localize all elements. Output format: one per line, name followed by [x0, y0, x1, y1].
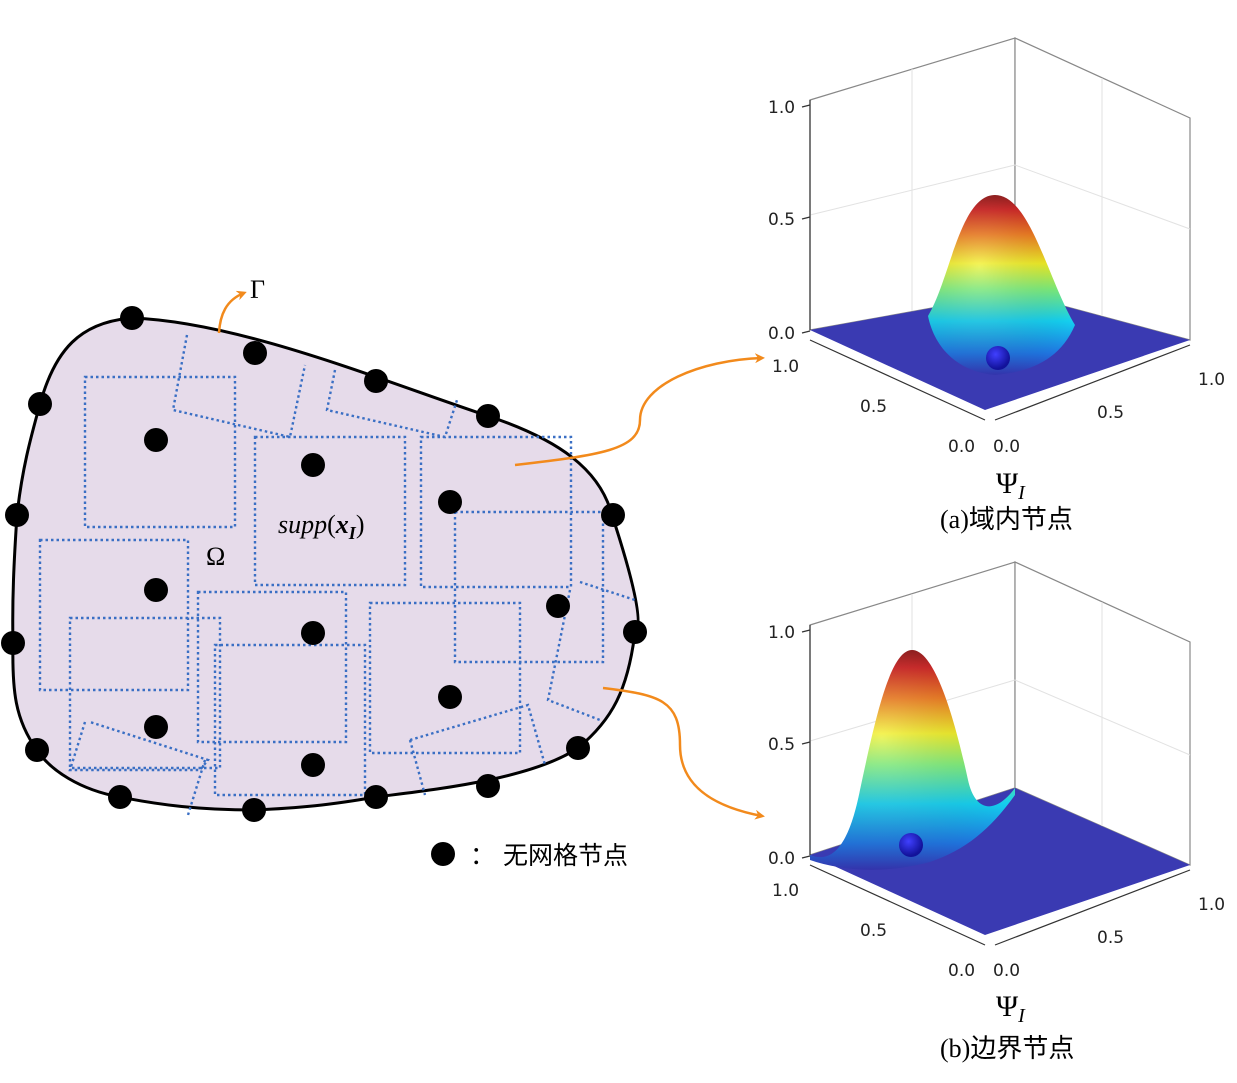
support-square — [171, 334, 307, 439]
support-label: supp(xI) — [278, 510, 364, 543]
function-label: ΨI — [996, 467, 1026, 504]
node — [566, 736, 590, 760]
node — [144, 715, 168, 739]
node — [438, 685, 462, 709]
z-tick: 0.0 — [768, 324, 795, 344]
support-square — [368, 601, 522, 755]
support-square — [213, 643, 367, 797]
x-tick: 0.5 — [1097, 403, 1124, 423]
support-square — [186, 759, 207, 816]
domain-symbol: Ω — [206, 542, 225, 571]
x-tick: 0.0 — [993, 437, 1020, 457]
support-square — [579, 580, 636, 602]
support-domains — [38, 334, 636, 816]
x-tick: 1.0 — [1198, 895, 1225, 915]
node — [28, 392, 52, 416]
node — [301, 621, 325, 645]
plot-b: 1.0 0.5 0.0 1.0 0.5 0.0 0.0 0.5 1.0 ΨI (… — [768, 561, 1225, 1063]
support-square — [38, 538, 190, 692]
y-tick: 0.0 — [948, 961, 975, 981]
support-square — [68, 720, 211, 772]
node — [5, 503, 29, 527]
support-square — [453, 510, 605, 664]
x-tick: 0.5 — [1097, 928, 1124, 948]
z-tick: 1.0 — [768, 98, 795, 118]
connector-arrow-boundary — [602, 686, 765, 820]
node — [364, 785, 388, 809]
domain-region — [11, 316, 640, 812]
node — [438, 490, 462, 514]
plot-caption: (a)域内节点 — [940, 505, 1073, 534]
support-square — [196, 590, 348, 744]
legend-node-marker — [431, 842, 455, 866]
meshfree-nodes — [1, 306, 647, 822]
node — [25, 738, 49, 762]
node-marker-3d — [986, 346, 1010, 370]
legend-label: ： 无网格节点 — [470, 841, 628, 870]
y-tick: 1.0 — [772, 881, 799, 901]
y-tick: 0.5 — [860, 397, 887, 417]
node — [1, 631, 25, 655]
y-tick: 0.0 — [948, 437, 975, 457]
node — [601, 503, 625, 527]
node — [243, 341, 267, 365]
node — [364, 369, 388, 393]
support-square — [546, 589, 601, 722]
node — [301, 753, 325, 777]
boundary-symbol: Γ — [250, 275, 265, 304]
support-square — [325, 369, 459, 439]
support-square — [68, 616, 222, 770]
support-square — [83, 375, 237, 529]
plot-a: 1.0 0.5 0.0 1.0 0.5 0.0 0.0 0.5 1.0 ΨI (… — [768, 37, 1225, 534]
node-marker-3d — [899, 833, 923, 857]
x-tick: 1.0 — [1198, 370, 1225, 390]
node — [144, 428, 168, 452]
function-label: ΨI — [996, 990, 1026, 1027]
node — [301, 453, 325, 477]
node — [546, 594, 570, 618]
plot-caption: (b)边界节点 — [940, 1034, 1074, 1063]
z-tick: 0.5 — [768, 210, 795, 230]
node — [476, 774, 500, 798]
domain-boundary — [11, 316, 640, 812]
z-tick: 0.5 — [768, 735, 795, 755]
node — [120, 306, 144, 330]
support-square — [419, 435, 573, 589]
y-tick: 1.0 — [772, 357, 799, 377]
support-square — [408, 739, 427, 796]
support-square — [409, 703, 547, 766]
node — [476, 404, 500, 428]
node — [242, 798, 266, 822]
node — [144, 578, 168, 602]
y-tick: 0.5 — [860, 921, 887, 941]
x-tick: 0.0 — [993, 961, 1020, 981]
node — [108, 785, 132, 809]
connector-arrow-interior — [514, 353, 765, 467]
z-tick: 0.0 — [768, 849, 795, 869]
z-tick: 1.0 — [768, 623, 795, 643]
node — [623, 620, 647, 644]
boundary-arrow — [217, 290, 247, 334]
